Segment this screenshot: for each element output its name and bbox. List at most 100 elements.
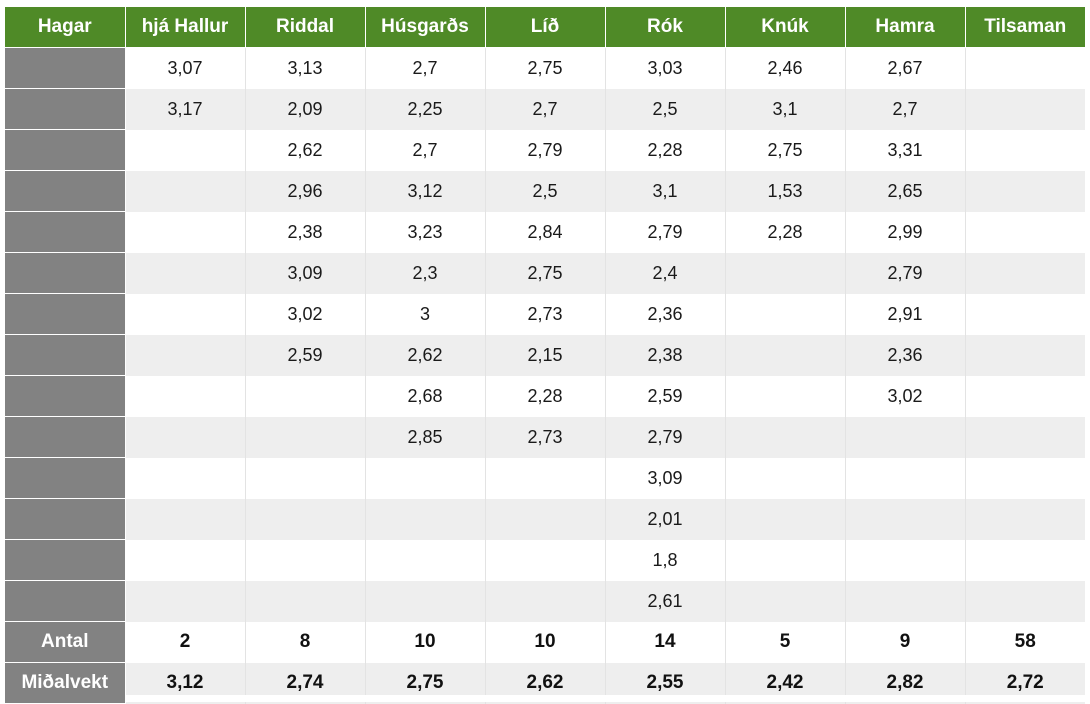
- table-cell: 3,1: [725, 88, 846, 130]
- count-cell: 2: [125, 621, 246, 663]
- table-cell: [965, 334, 1085, 376]
- count-cell: 14: [605, 621, 726, 663]
- table-cell: 2,84: [485, 211, 606, 253]
- table-row: 2,01: [5, 498, 1085, 540]
- table-cell: 2,3: [365, 252, 486, 294]
- table-cell: [245, 580, 366, 622]
- table-cell: [845, 580, 966, 622]
- table-cell: 3,1: [605, 170, 726, 212]
- count-cell: 8: [245, 621, 366, 663]
- column-header: Knúk: [725, 7, 846, 48]
- table-cell: 2,68: [365, 375, 486, 417]
- table-cell: 2,73: [485, 416, 606, 458]
- table-cell: [725, 457, 846, 499]
- column-header: hjá Hallur: [125, 7, 246, 48]
- table-cell: 2,36: [605, 293, 726, 335]
- row-label: [5, 293, 126, 335]
- table-cell: 3,09: [605, 457, 726, 499]
- table-cell: [965, 252, 1085, 294]
- table-row: 2,68 2,28 2,59 3,02: [5, 375, 1085, 417]
- table-cell: 2,62: [365, 334, 486, 376]
- row-label: [5, 334, 126, 376]
- table-cell: 2,4: [605, 252, 726, 294]
- table-cell: 3,31: [845, 129, 966, 171]
- table-cell: 3,13: [245, 47, 366, 89]
- table-cell: [245, 539, 366, 581]
- table-cell: 2,79: [605, 211, 726, 253]
- table-cell: 2,75: [725, 129, 846, 171]
- table-cell: 3,23: [365, 211, 486, 253]
- table-cell: [965, 580, 1085, 622]
- table-row: 2,85 2,73 2,79: [5, 416, 1085, 458]
- table-body: 3,07 3,13 2,7 2,75 3,03 2,46 2,67 3,17 2,09 2,25 2…: [5, 47, 1085, 622]
- table-cell: 2,28: [485, 375, 606, 417]
- table-cell: 2,65: [845, 170, 966, 212]
- table-cell: 2,38: [245, 211, 366, 253]
- column-header: Rók: [605, 7, 726, 48]
- table-cell: 2,7: [845, 88, 966, 130]
- count-cell: 58: [965, 621, 1085, 663]
- count-row: Antal 2 8 10 10 14 5 9 58: [5, 621, 1085, 663]
- row-label: [5, 129, 126, 171]
- table-cell: 2,59: [605, 375, 726, 417]
- table-cell: [965, 539, 1085, 581]
- table-cell: 2,85: [365, 416, 486, 458]
- table-cell: [725, 334, 846, 376]
- table-cell: [485, 580, 606, 622]
- table-row: 3,07 3,13 2,7 2,75 3,03 2,46 2,67: [5, 47, 1085, 89]
- table-cell: [125, 457, 246, 499]
- row-label: [5, 211, 126, 253]
- table-cell: [365, 498, 486, 540]
- table-row: 2,61: [5, 580, 1085, 622]
- blank-strip: [125, 695, 1085, 702]
- table-cell: [485, 457, 606, 499]
- table-cell: [965, 498, 1085, 540]
- table-cell: [965, 416, 1085, 458]
- table-cell: [125, 416, 246, 458]
- table-tail: [5, 695, 1085, 702]
- table-cell: 3: [365, 293, 486, 335]
- table-row: 3,09: [5, 457, 1085, 499]
- table-cell: [245, 416, 366, 458]
- table-cell: 3,17: [125, 88, 246, 130]
- table-cell: [125, 293, 246, 335]
- row-label: [5, 47, 126, 89]
- table-cell: 2,61: [605, 580, 726, 622]
- table-cell: 2,46: [725, 47, 846, 89]
- table-cell: [365, 580, 486, 622]
- table-cell: [245, 457, 366, 499]
- table-row: 1,8: [5, 539, 1085, 581]
- table-cell: [125, 580, 246, 622]
- table-row: 3,02 3 2,73 2,36 2,91: [5, 293, 1085, 335]
- row-label: [5, 580, 126, 622]
- table-cell: [965, 211, 1085, 253]
- table-cell: [725, 293, 846, 335]
- row-label: [5, 457, 126, 499]
- table-cell: 1,8: [605, 539, 726, 581]
- table-cell: 2,36: [845, 334, 966, 376]
- table-cell: 2,7: [365, 129, 486, 171]
- row-label: [5, 170, 126, 212]
- table-cell: 2,91: [845, 293, 966, 335]
- table-cell: [965, 129, 1085, 171]
- table-cell: 3,02: [845, 375, 966, 417]
- row-label: [5, 539, 126, 581]
- table-cell: 3,02: [245, 293, 366, 335]
- row-label: Antal: [5, 621, 126, 663]
- table-row: 3,17 2,09 2,25 2,7 2,5 3,1 2,7: [5, 88, 1085, 130]
- table-cell: 1,53: [725, 170, 846, 212]
- table-cell: [965, 375, 1085, 417]
- table-cell: [365, 457, 486, 499]
- count-cell: 9: [845, 621, 966, 663]
- table-cell: [125, 375, 246, 417]
- table-cell: [485, 539, 606, 581]
- table-cell: [125, 211, 246, 253]
- table-cell: 3,12: [365, 170, 486, 212]
- table-cell: 2,79: [845, 252, 966, 294]
- table-cell: [485, 498, 606, 540]
- table-row: 2,59 2,62 2,15 2,38 2,36: [5, 334, 1085, 376]
- row-label: [5, 498, 126, 540]
- row-label: [5, 252, 126, 294]
- table-cell: [965, 47, 1085, 89]
- table-cell: [845, 539, 966, 581]
